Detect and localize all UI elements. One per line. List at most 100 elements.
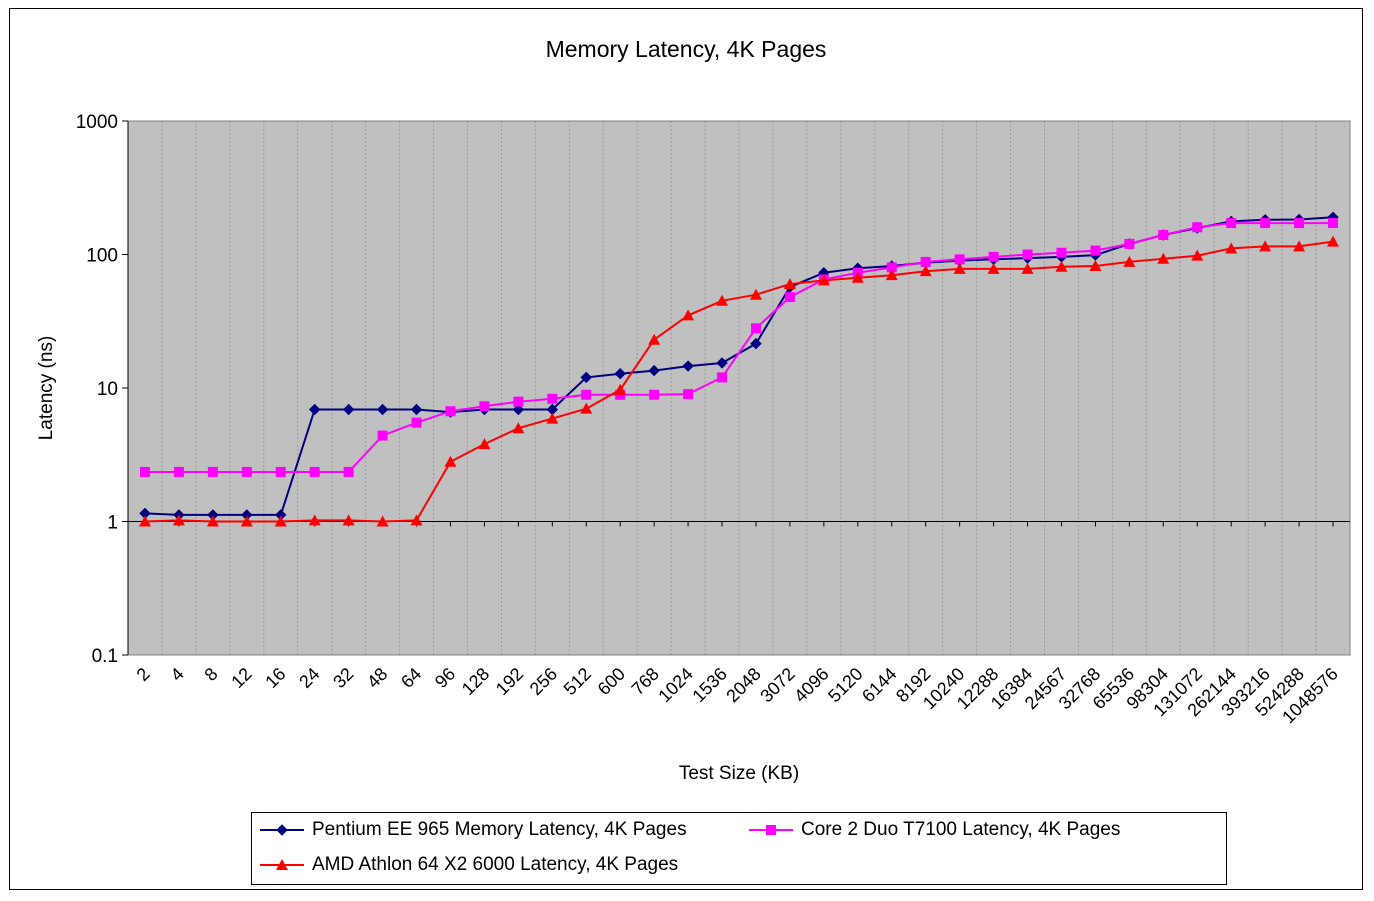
x-tick-label: 4096 [790,664,832,706]
data-point-square [1328,218,1339,229]
data-point-square [241,466,252,477]
data-point-triangle [276,859,288,870]
x-tick-label: 512 [560,664,595,699]
data-point-diamond [276,824,288,836]
data-point-triangle [1225,242,1238,254]
x-tick-label: 32 [329,664,357,692]
x-tick-label: 192 [492,664,527,699]
data-point-triangle [410,514,423,526]
data-point-diamond [614,367,626,380]
data-point-triangle [172,514,185,526]
data-point-triangle [1191,249,1204,261]
data-point-triangle [308,514,321,526]
legend: Pentium EE 965 Memory Latency, 4K Pages C… [251,812,1227,885]
legend-swatch [260,859,304,870]
data-point-square [377,430,388,441]
chart-title: Memory Latency, 4K Pages [546,36,827,62]
legend-item: Core 2 Duo T7100 Latency, 4K Pages [747,818,1120,842]
data-point-triangle [716,294,729,306]
data-point-triangle [1293,240,1306,252]
data-point-square [309,466,320,477]
x-tick-label: 1024 [654,664,696,706]
data-point-triangle [783,278,796,290]
x-tick-label: 4 [167,664,188,685]
x-axis-label: Test Size (KB) [679,763,799,784]
data-point-triangle [682,309,695,321]
data-point-triangle [614,383,627,395]
x-tick-label: 128 [458,664,493,699]
data-point-square [1124,238,1135,249]
data-point-square [275,466,286,477]
data-point-square [1090,245,1101,256]
data-point-triangle [1089,260,1102,272]
data-point-square [717,372,728,383]
data-point-diamond [410,403,423,416]
data-point-diamond [308,403,321,416]
x-tick-label: 16 [261,664,289,692]
data-point-triangle [1021,262,1034,274]
series-triangle [138,235,1340,527]
y-axis-label: Latency (ns) [36,336,57,441]
data-point-square [1260,218,1271,229]
data-point-square [207,466,218,477]
data-point-triangle [138,515,151,527]
data-point-square [513,396,524,407]
x-tick-label: 256 [526,664,561,699]
data-point-triangle [478,438,491,450]
y-tick-label: 100 [86,246,118,267]
data-point-square [1294,218,1305,229]
data-point-diamond [750,337,762,350]
legend-label: Pentium EE 965 Memory Latency, 4K Pages [312,819,687,840]
data-point-square [649,389,660,400]
x-tick-label: 96 [431,664,459,692]
data-point-square [139,466,150,477]
data-point-triangle [206,515,219,527]
data-point-square [445,406,456,417]
x-tick-label: 6144 [858,664,900,706]
data-point-square [750,323,761,334]
data-point-diamond [682,360,694,372]
data-point-diamond [376,403,389,416]
y-tick-label: 1 [107,513,118,534]
data-point-diamond [716,357,728,369]
y-tick-label: 1000 [76,112,118,133]
data-point-square [954,254,965,265]
data-point-triangle [274,515,287,527]
data-point-square [411,417,422,428]
data-point-triangle [376,515,389,527]
data-point-triangle [817,274,830,286]
data-point-triangle [342,514,355,526]
y-tick-label: 0.1 [92,646,118,667]
x-tick-label: 2048 [722,664,764,706]
series-line [144,240,1334,523]
x-tick-label: 3072 [756,664,798,706]
x-tick-label: 12 [227,664,255,692]
series-layer [138,211,1340,527]
data-point-diamond [512,403,525,416]
data-point-triangle [953,262,966,274]
data-point-square [343,466,354,477]
data-point-triangle [919,265,932,277]
data-point-square [1022,249,1033,260]
x-tick-label: 8 [200,664,221,685]
data-point-square [683,389,694,400]
x-tick-label: 48 [363,664,391,692]
data-point-square [173,466,184,477]
x-tick-label: 1536 [688,664,730,706]
data-point-triangle [546,412,559,424]
data-point-square [581,389,592,400]
x-tick-label: 5120 [824,664,866,706]
data-point-triangle [749,288,762,300]
data-point-triangle [648,333,661,345]
data-point-square [479,401,490,412]
data-point-square [766,825,776,835]
legend-swatch [749,825,793,835]
data-point-triangle [444,455,457,467]
data-point-square [784,292,795,303]
data-point-triangle [580,402,593,414]
data-point-triangle [885,269,898,281]
data-point-triangle [1123,255,1136,267]
data-point-square [1226,218,1237,229]
grid-lines [161,121,1317,655]
